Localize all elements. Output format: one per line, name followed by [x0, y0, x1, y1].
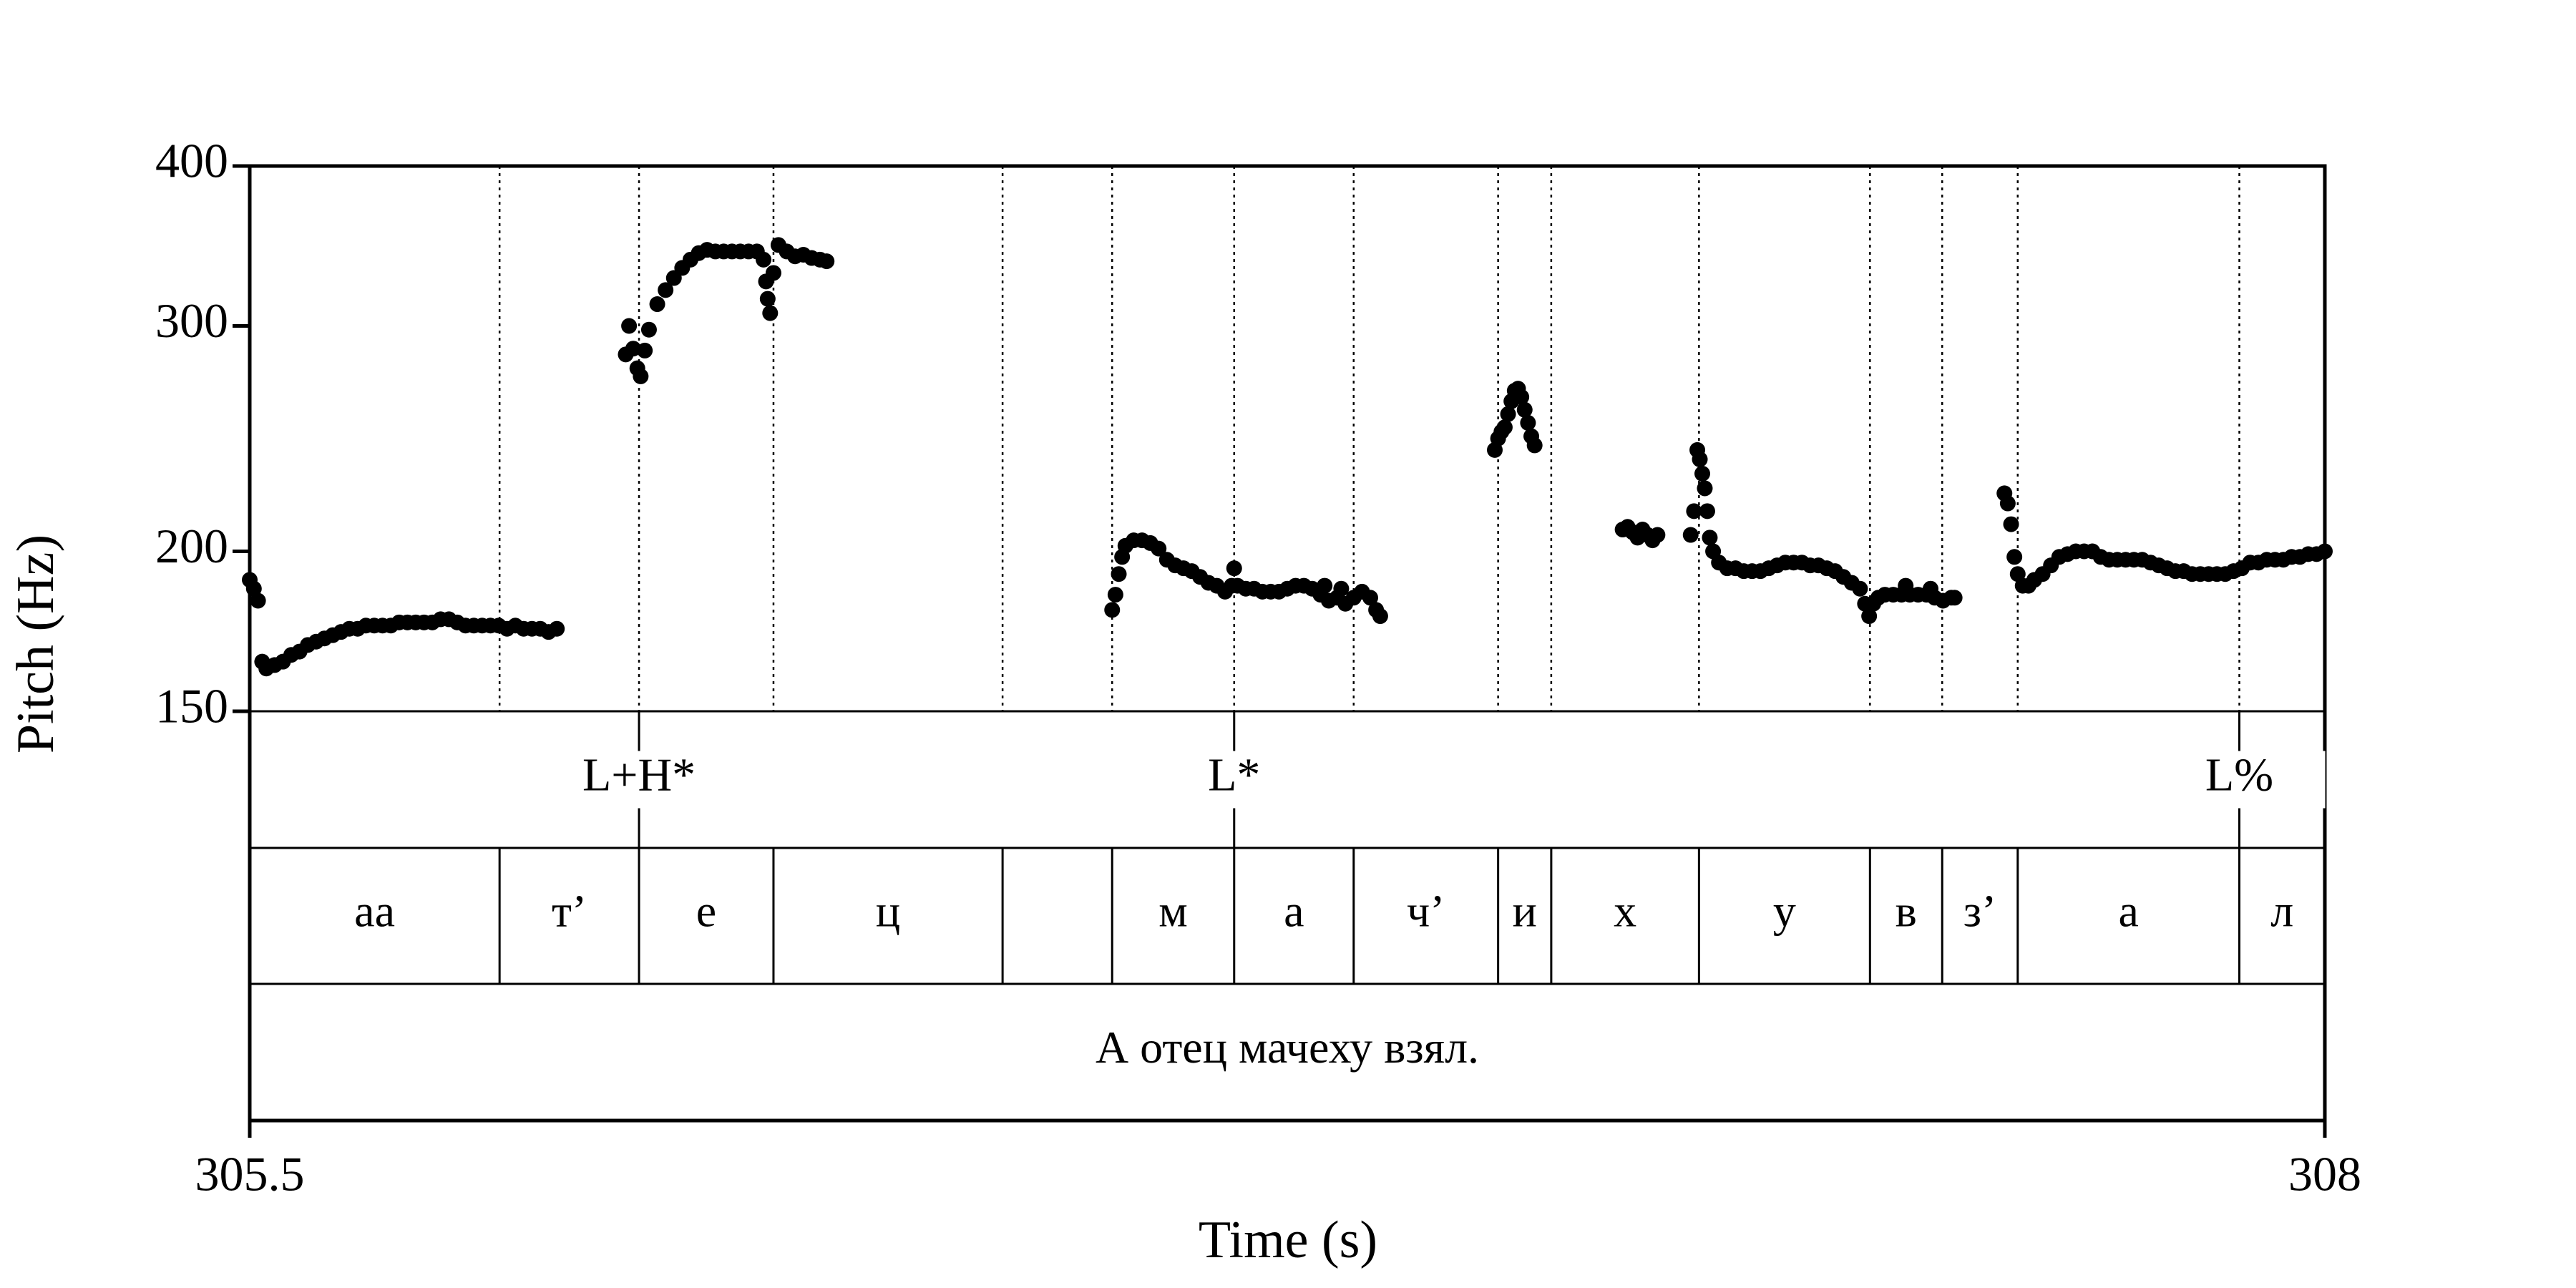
x-tick-label: 305.5 [195, 1147, 305, 1201]
pitch-point [2317, 543, 2333, 560]
pitch-point [1649, 527, 1666, 543]
pitch-point [621, 318, 638, 334]
y-tick-label: 400 [155, 134, 228, 188]
pitch-point [2006, 549, 2023, 565]
tone-label: L* [1208, 749, 1260, 801]
pitch-point [1333, 580, 1350, 597]
phone-label: у [1773, 886, 1796, 937]
phone-label: т’ [552, 886, 587, 937]
y-axis-label: Pitch (Hz) [6, 535, 65, 753]
pitch-point [633, 368, 649, 384]
pitch-point [819, 253, 835, 270]
tone-label-bg [553, 751, 726, 809]
pitch-point [1520, 414, 1536, 431]
pitch-point [756, 251, 772, 268]
pitch-point [658, 282, 674, 298]
tone-label: L+H* [582, 749, 696, 801]
pitch-point [625, 341, 641, 357]
y-tick-label: 150 [155, 679, 228, 733]
pitch-point [1946, 590, 1963, 606]
pitch-point [1500, 406, 1516, 422]
phone-label: х [1614, 886, 1636, 937]
y-tick-label: 200 [155, 519, 228, 573]
pitch-point [765, 265, 781, 281]
tone-label: L% [2205, 749, 2273, 801]
pitch-point [250, 592, 266, 609]
pitch-point [649, 296, 665, 313]
pitch-point [1999, 495, 2016, 512]
phone-label: е [696, 886, 716, 937]
pitch-point [1111, 566, 1127, 582]
pitch-point [640, 321, 657, 338]
pitch-point [1496, 419, 1513, 436]
pitch-point [1861, 608, 1878, 625]
phone-label: м [1158, 886, 1188, 937]
pitch-point [1852, 580, 1868, 597]
pitch-point [1686, 503, 1702, 519]
phone-label: aa [354, 886, 395, 937]
x-axis-label: Time (s) [1199, 1211, 1377, 1269]
pitch-point [1699, 503, 1715, 519]
pitch-point [1697, 480, 1713, 497]
word-label: А отец мачеху взял. [1096, 1022, 1479, 1073]
pitch-point [1151, 540, 1167, 557]
pitch-point [549, 620, 565, 637]
phone-label: ч’ [1407, 886, 1445, 937]
pitch-point [1362, 590, 1378, 606]
frame [248, 164, 2327, 1123]
phone-label: в [1896, 886, 1917, 937]
pitch-point [1692, 451, 1708, 467]
pitch-point [637, 342, 653, 358]
phone-label: л [2270, 886, 2293, 937]
pitch-point [1682, 527, 1699, 543]
pitch-point [1317, 577, 1333, 594]
pitch-point [1107, 587, 1123, 603]
x-tick-label: 308 [2288, 1147, 2361, 1201]
pitch-point [1526, 437, 1543, 454]
pitch-point [1516, 401, 1533, 418]
phone-label: и [1513, 886, 1537, 937]
phone-label: а [1284, 886, 1304, 937]
pitch-point [762, 305, 779, 321]
pitch-point [1513, 389, 1530, 405]
tone-label-bg [2153, 751, 2326, 809]
tone-label-bg [1148, 751, 1320, 809]
pitch-point [1104, 602, 1121, 618]
phone-label: з’ [1963, 886, 1997, 937]
pitch-point [1694, 465, 1710, 482]
phone-label: а [2118, 886, 2138, 937]
pitch-point [2003, 516, 2019, 532]
phone-label: ц [876, 886, 900, 937]
pitch-point [1226, 560, 1242, 577]
pitch-point [245, 580, 262, 597]
pitch-point [1372, 608, 1388, 625]
y-tick-label: 300 [155, 293, 228, 348]
pitch-point [759, 291, 776, 307]
pitch-point [1702, 530, 1718, 546]
